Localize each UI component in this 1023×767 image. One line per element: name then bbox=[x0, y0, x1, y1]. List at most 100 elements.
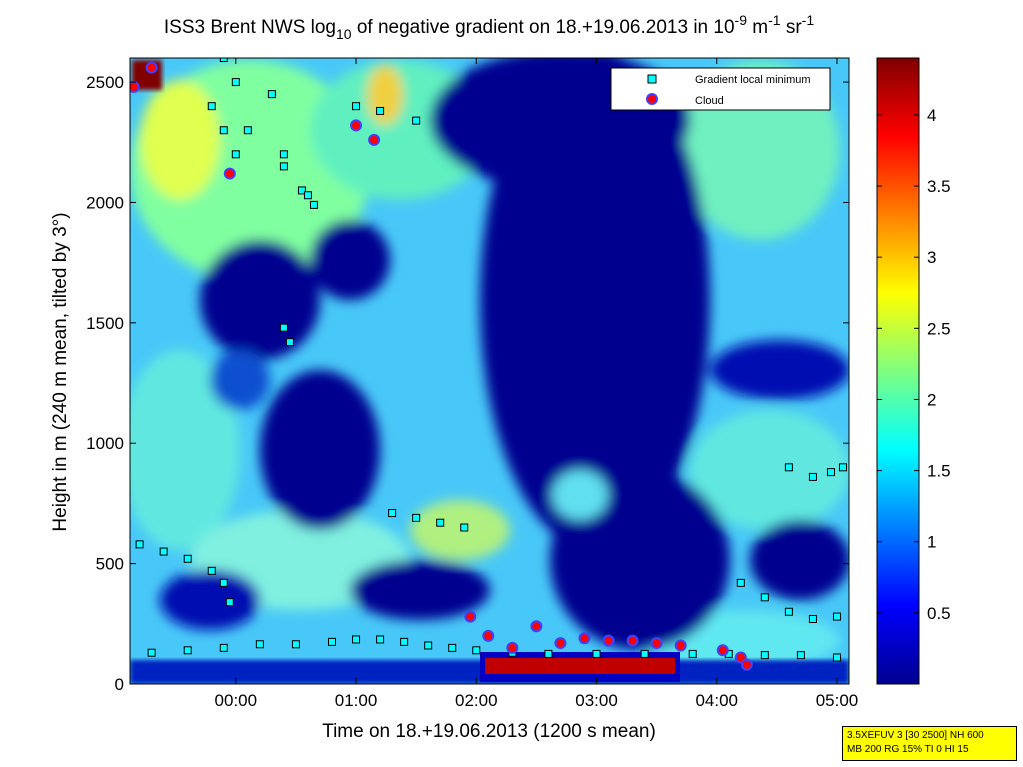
minimum-point bbox=[267, 90, 276, 99]
x-axis-label: Time on 18.+19.06.2013 (1200 s mean) bbox=[322, 721, 656, 742]
cloud-point bbox=[464, 610, 477, 623]
legend-marker-cloud-icon bbox=[646, 93, 658, 105]
minimum-point bbox=[207, 102, 216, 111]
x-tick-label: 05:00 bbox=[816, 691, 859, 710]
minimum-point bbox=[760, 593, 769, 602]
info-line-1: 3.5XEFUV 3 [30 2500] NH 600 bbox=[847, 730, 984, 741]
minimum-point bbox=[352, 635, 361, 644]
cloud-point bbox=[554, 637, 567, 650]
minimum-point bbox=[147, 648, 156, 657]
colorbar-tick-label: 4 bbox=[927, 106, 936, 125]
minimum-point bbox=[309, 200, 318, 209]
cloud-point bbox=[530, 620, 543, 633]
minimum-point bbox=[412, 513, 421, 522]
minimum-point bbox=[436, 518, 445, 527]
y-axis: 0 500 1000 1500 2000 2500 bbox=[86, 73, 849, 694]
colorbar bbox=[876, 57, 920, 685]
minimum-point bbox=[285, 338, 294, 347]
colorbar-tick-label: 0.5 bbox=[927, 604, 951, 623]
legend-label-minimum: Gradient local minimum bbox=[695, 74, 811, 86]
minimum-point bbox=[207, 566, 216, 575]
minimum-point bbox=[460, 523, 469, 532]
minimum-point bbox=[688, 649, 697, 658]
plot-frame bbox=[129, 57, 850, 685]
minimum-point bbox=[448, 643, 457, 652]
cloud-point bbox=[506, 641, 519, 654]
minimum-point bbox=[838, 463, 847, 472]
minimum-point bbox=[796, 651, 805, 660]
y-tick-label: 0 bbox=[115, 675, 124, 694]
minimum-point bbox=[225, 598, 234, 607]
minimum-point bbox=[231, 78, 240, 87]
minimum-point bbox=[183, 646, 192, 655]
minimum-point bbox=[352, 102, 361, 111]
minimum-point bbox=[784, 607, 793, 616]
chart-title: ISS3 Brent NWS log10 of negative gradien… bbox=[164, 12, 814, 42]
minimum-point bbox=[832, 653, 841, 662]
minimum-point bbox=[412, 116, 421, 125]
minimum-point bbox=[376, 635, 385, 644]
y-tick-label: 500 bbox=[96, 555, 124, 574]
cloud-point bbox=[223, 167, 236, 180]
minimum-point bbox=[808, 472, 817, 481]
legend: Gradient local minimum Cloud bbox=[610, 67, 831, 111]
minimum-point bbox=[388, 509, 397, 518]
y-tick-label: 2500 bbox=[86, 73, 124, 92]
y-tick-label: 1000 bbox=[86, 434, 124, 453]
minimum-point bbox=[219, 126, 228, 135]
minimum-point bbox=[291, 640, 300, 649]
colorbar-tick-label: 3 bbox=[927, 248, 936, 267]
minimum-point bbox=[760, 651, 769, 660]
x-axis: 00:00 01:00 02:00 03:00 04:00 05:00 bbox=[215, 58, 859, 710]
minimum-point bbox=[808, 614, 817, 623]
minimum-point bbox=[327, 637, 336, 646]
colorbar-tick-label: 2.5 bbox=[927, 319, 951, 338]
info-line-2: MB 200 RG 15% TI 0 HI 15 bbox=[847, 744, 969, 755]
minimum-point bbox=[400, 637, 409, 646]
minimum-point bbox=[472, 646, 481, 655]
minimum-point bbox=[544, 649, 553, 658]
cloud-point bbox=[602, 634, 615, 647]
cloud-point bbox=[578, 632, 591, 645]
minimum-point bbox=[118, 652, 125, 659]
minimum-point bbox=[279, 323, 288, 332]
x-tick-label: 03:00 bbox=[575, 691, 618, 710]
minimum-point bbox=[279, 150, 288, 159]
cloud-point bbox=[740, 658, 753, 671]
info-box: 3.5XEFUV 3 [30 2500] NH 600 MB 200 RG 15… bbox=[842, 726, 1017, 761]
legend-marker-minimum-icon bbox=[647, 74, 657, 84]
cloud-point bbox=[145, 61, 158, 74]
minimum-point bbox=[243, 126, 252, 135]
y-tick-label: 2000 bbox=[86, 193, 124, 212]
minimum-point bbox=[159, 547, 168, 556]
cloud-point bbox=[650, 637, 663, 650]
colorbar-tick-label: 2 bbox=[927, 390, 936, 409]
minimum-point bbox=[279, 162, 288, 171]
minimum-point bbox=[736, 578, 745, 587]
cloud-point bbox=[368, 133, 381, 146]
minimum-point bbox=[231, 150, 240, 159]
cloud-point bbox=[716, 644, 729, 657]
cloud-point bbox=[626, 634, 639, 647]
minimum-point bbox=[255, 640, 264, 649]
x-tick-label: 02:00 bbox=[455, 691, 498, 710]
minimum-point bbox=[376, 106, 385, 115]
colorbar-ticks: 0.5 1 1.5 2 2.5 3 3.5 4 bbox=[877, 106, 951, 623]
minimum-point bbox=[183, 554, 192, 563]
cloud-point bbox=[350, 119, 363, 132]
minimum-point bbox=[592, 649, 601, 658]
cloud-point bbox=[482, 629, 495, 642]
minimum-point bbox=[135, 540, 144, 549]
y-tick-label: 1500 bbox=[86, 314, 124, 333]
heatmap-field bbox=[130, 58, 849, 684]
minimum-point bbox=[424, 641, 433, 650]
minimum-point bbox=[219, 58, 228, 62]
minimum-point bbox=[297, 186, 306, 195]
x-tick-label: 01:00 bbox=[335, 691, 378, 710]
x-tick-label: 04:00 bbox=[695, 691, 738, 710]
minimum-point bbox=[219, 578, 228, 587]
x-tick-label: 00:00 bbox=[215, 691, 258, 710]
minimum-point bbox=[640, 649, 649, 658]
colorbar-tick-label: 3.5 bbox=[927, 177, 951, 196]
